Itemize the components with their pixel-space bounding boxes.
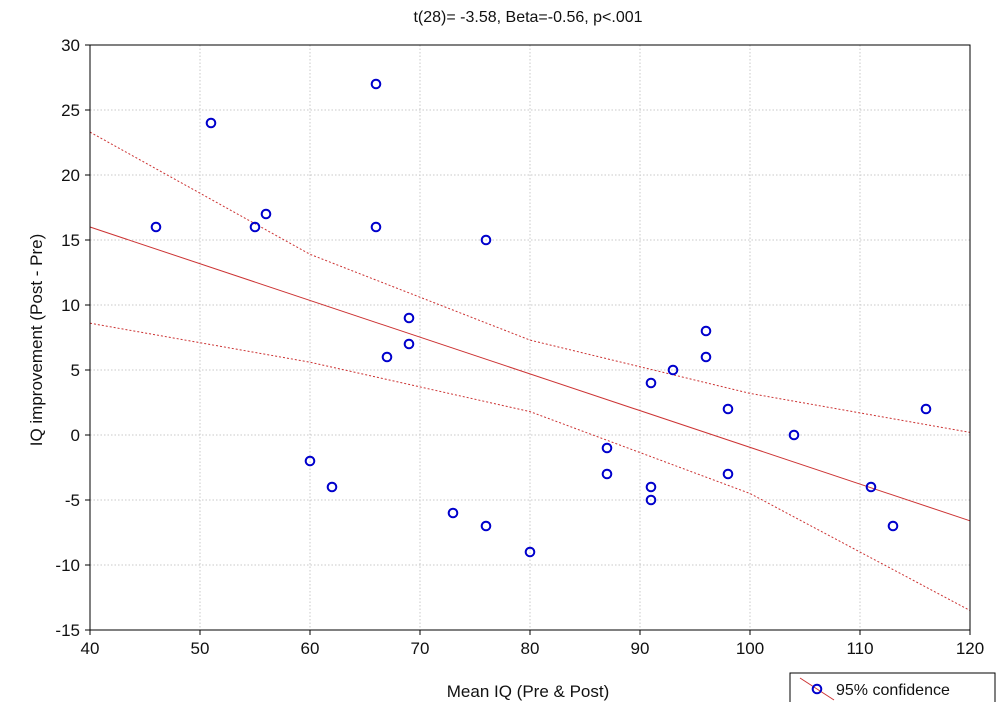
data-point: [370, 78, 382, 90]
y-tick-label: -5: [65, 491, 80, 510]
tick-labels: 40 50 60 70 80 90 100 110 120 -15 -10 -5 0 5 10 15 20 25 3…: [55, 36, 984, 658]
x-tick-label: 120: [956, 639, 984, 658]
chart-title: t(28)= -3.58, Beta=-0.56, p<.001: [413, 9, 642, 26]
data-point: [645, 494, 657, 506]
legend-label: 95% confidence: [836, 682, 950, 699]
y-tick-label: 5: [71, 361, 80, 380]
y-tick-label: 10: [61, 296, 80, 315]
y-tick-label: -15: [55, 621, 80, 640]
confidence-lower-line: [89, 322, 971, 611]
x-tick-label: 50: [191, 639, 210, 658]
y-tick-label: 0: [71, 426, 80, 445]
data-point: [403, 338, 415, 350]
data-point: [370, 221, 382, 233]
data-point: [260, 208, 272, 220]
data-point: [326, 481, 338, 493]
legend-line-sample: [799, 677, 835, 701]
data-point: [447, 507, 459, 519]
legend: 95% confidence: [789, 672, 996, 702]
data-point: [381, 351, 393, 363]
data-point: [150, 221, 162, 233]
confidence-upper-line: [89, 131, 971, 433]
data-point: [601, 442, 613, 454]
data-point: [865, 481, 877, 493]
data-point: [667, 364, 679, 376]
y-tick-label: -10: [55, 556, 80, 575]
x-tick-label: 110: [846, 639, 873, 658]
y-tick-label: 25: [61, 101, 80, 120]
data-point: [601, 468, 613, 480]
grid: [89, 44, 971, 631]
data-point: [645, 377, 657, 389]
x-tick-label: 100: [736, 639, 764, 658]
y-tick-label: 30: [61, 36, 80, 55]
data-point: [700, 325, 712, 337]
data-point: [524, 546, 536, 558]
x-axis-title: Mean IQ (Pre & Post): [447, 682, 610, 701]
fit-curves: [89, 131, 971, 611]
data-point: [403, 312, 415, 324]
y-axis-title: IQ improvement (Post - Pre): [27, 234, 46, 447]
data-point: [887, 520, 899, 532]
x-tick-label: 90: [631, 639, 650, 658]
data-point: [645, 481, 657, 493]
legend-box: [789, 672, 996, 702]
x-tick-label: 70: [411, 639, 430, 658]
legend-point-sample: [811, 683, 823, 695]
data-points: [150, 78, 932, 558]
y-tick-label: 20: [61, 166, 80, 185]
data-point: [920, 403, 932, 415]
x-tick-label: 80: [521, 639, 540, 658]
x-tick-label: 40: [81, 639, 100, 658]
data-point: [722, 403, 734, 415]
regression-line: [89, 226, 971, 522]
plot-frame: [89, 44, 971, 631]
y-tick-label: 15: [61, 231, 80, 250]
data-point: [304, 455, 316, 467]
data-point: [722, 468, 734, 480]
data-point: [480, 520, 492, 532]
data-point: [205, 117, 217, 129]
data-point: [700, 351, 712, 363]
data-point: [249, 221, 261, 233]
data-point: [788, 429, 800, 441]
data-point: [480, 234, 492, 246]
x-tick-label: 60: [301, 639, 320, 658]
